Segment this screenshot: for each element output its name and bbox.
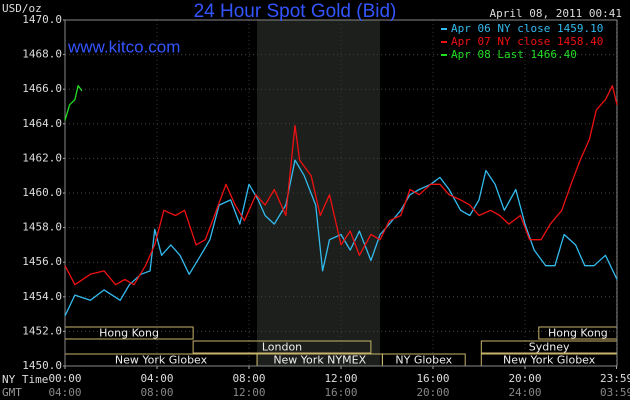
legend-label: Apr 08 Last 1466.40	[451, 48, 577, 61]
y-tick-label: 1464.0	[22, 117, 62, 130]
timestamp: April 08, 2011 00:41	[490, 7, 622, 20]
x-tick-label-gmt: 20:00	[416, 386, 449, 399]
y-axis-label: USD/oz	[2, 2, 42, 15]
session-label: Sydney	[529, 341, 570, 354]
x-tick-label: 23:59	[600, 372, 630, 385]
x-tick-label-gmt: 08:00	[140, 386, 173, 399]
y-tick-label: 1468.0	[22, 48, 62, 61]
x-tick-label: 04:00	[140, 372, 173, 385]
session-label: Hong Kong	[99, 327, 159, 340]
session-label: New York NYMEX	[273, 354, 366, 367]
chart-title: 24 Hour Spot Gold (Bid)	[194, 1, 397, 22]
x-tick-label: 16:00	[416, 372, 449, 385]
session-label: NY Globex	[395, 354, 452, 367]
session-label: New York Globex	[503, 354, 596, 367]
series-line	[64, 85, 618, 286]
session-label: Hong Kong	[548, 327, 608, 340]
y-tick-label: 1466.0	[22, 82, 62, 95]
x-tick-label-gmt: 12:00	[232, 386, 265, 399]
site-url: www.kitco.com	[67, 37, 180, 56]
x-tick-label: 00:00	[48, 372, 81, 385]
x-tick-label: 08:00	[232, 372, 265, 385]
y-tick-label: 1460.0	[22, 186, 62, 199]
x-tick-label-gmt: 16:00	[324, 386, 357, 399]
x-tick-label-gmt: 04:00	[48, 386, 81, 399]
x-tick-label: 20:00	[508, 372, 541, 385]
session-label: London	[262, 341, 302, 354]
y-tick-label: 1452.0	[22, 324, 62, 337]
x-axis-label: GMT	[2, 386, 22, 399]
session-label: New York Globex	[115, 354, 208, 367]
legend-label: Apr 07 NY close 1458.40	[451, 35, 603, 48]
x-tick-label: 12:00	[324, 372, 357, 385]
x-tick-label-gmt: 24:00	[508, 386, 541, 399]
series-line	[64, 159, 618, 317]
series-line	[64, 85, 83, 121]
y-tick-label: 1462.0	[22, 151, 62, 164]
legend-label: Apr 06 NY close 1459.10	[451, 22, 603, 35]
y-tick-label: 1470.0	[22, 13, 62, 26]
plot-area	[63, 19, 618, 369]
plot-frame	[64, 19, 618, 367]
y-tick-label: 1456.0	[22, 255, 62, 268]
y-tick-label: 1450.0	[22, 359, 62, 372]
x-tick-label-gmt: 03:59	[600, 386, 630, 399]
y-tick-label: 1458.0	[22, 221, 62, 234]
y-tick-label: 1454.0	[22, 290, 62, 303]
x-axis-label: NY Time	[2, 373, 48, 386]
session-box	[192, 340, 372, 354]
